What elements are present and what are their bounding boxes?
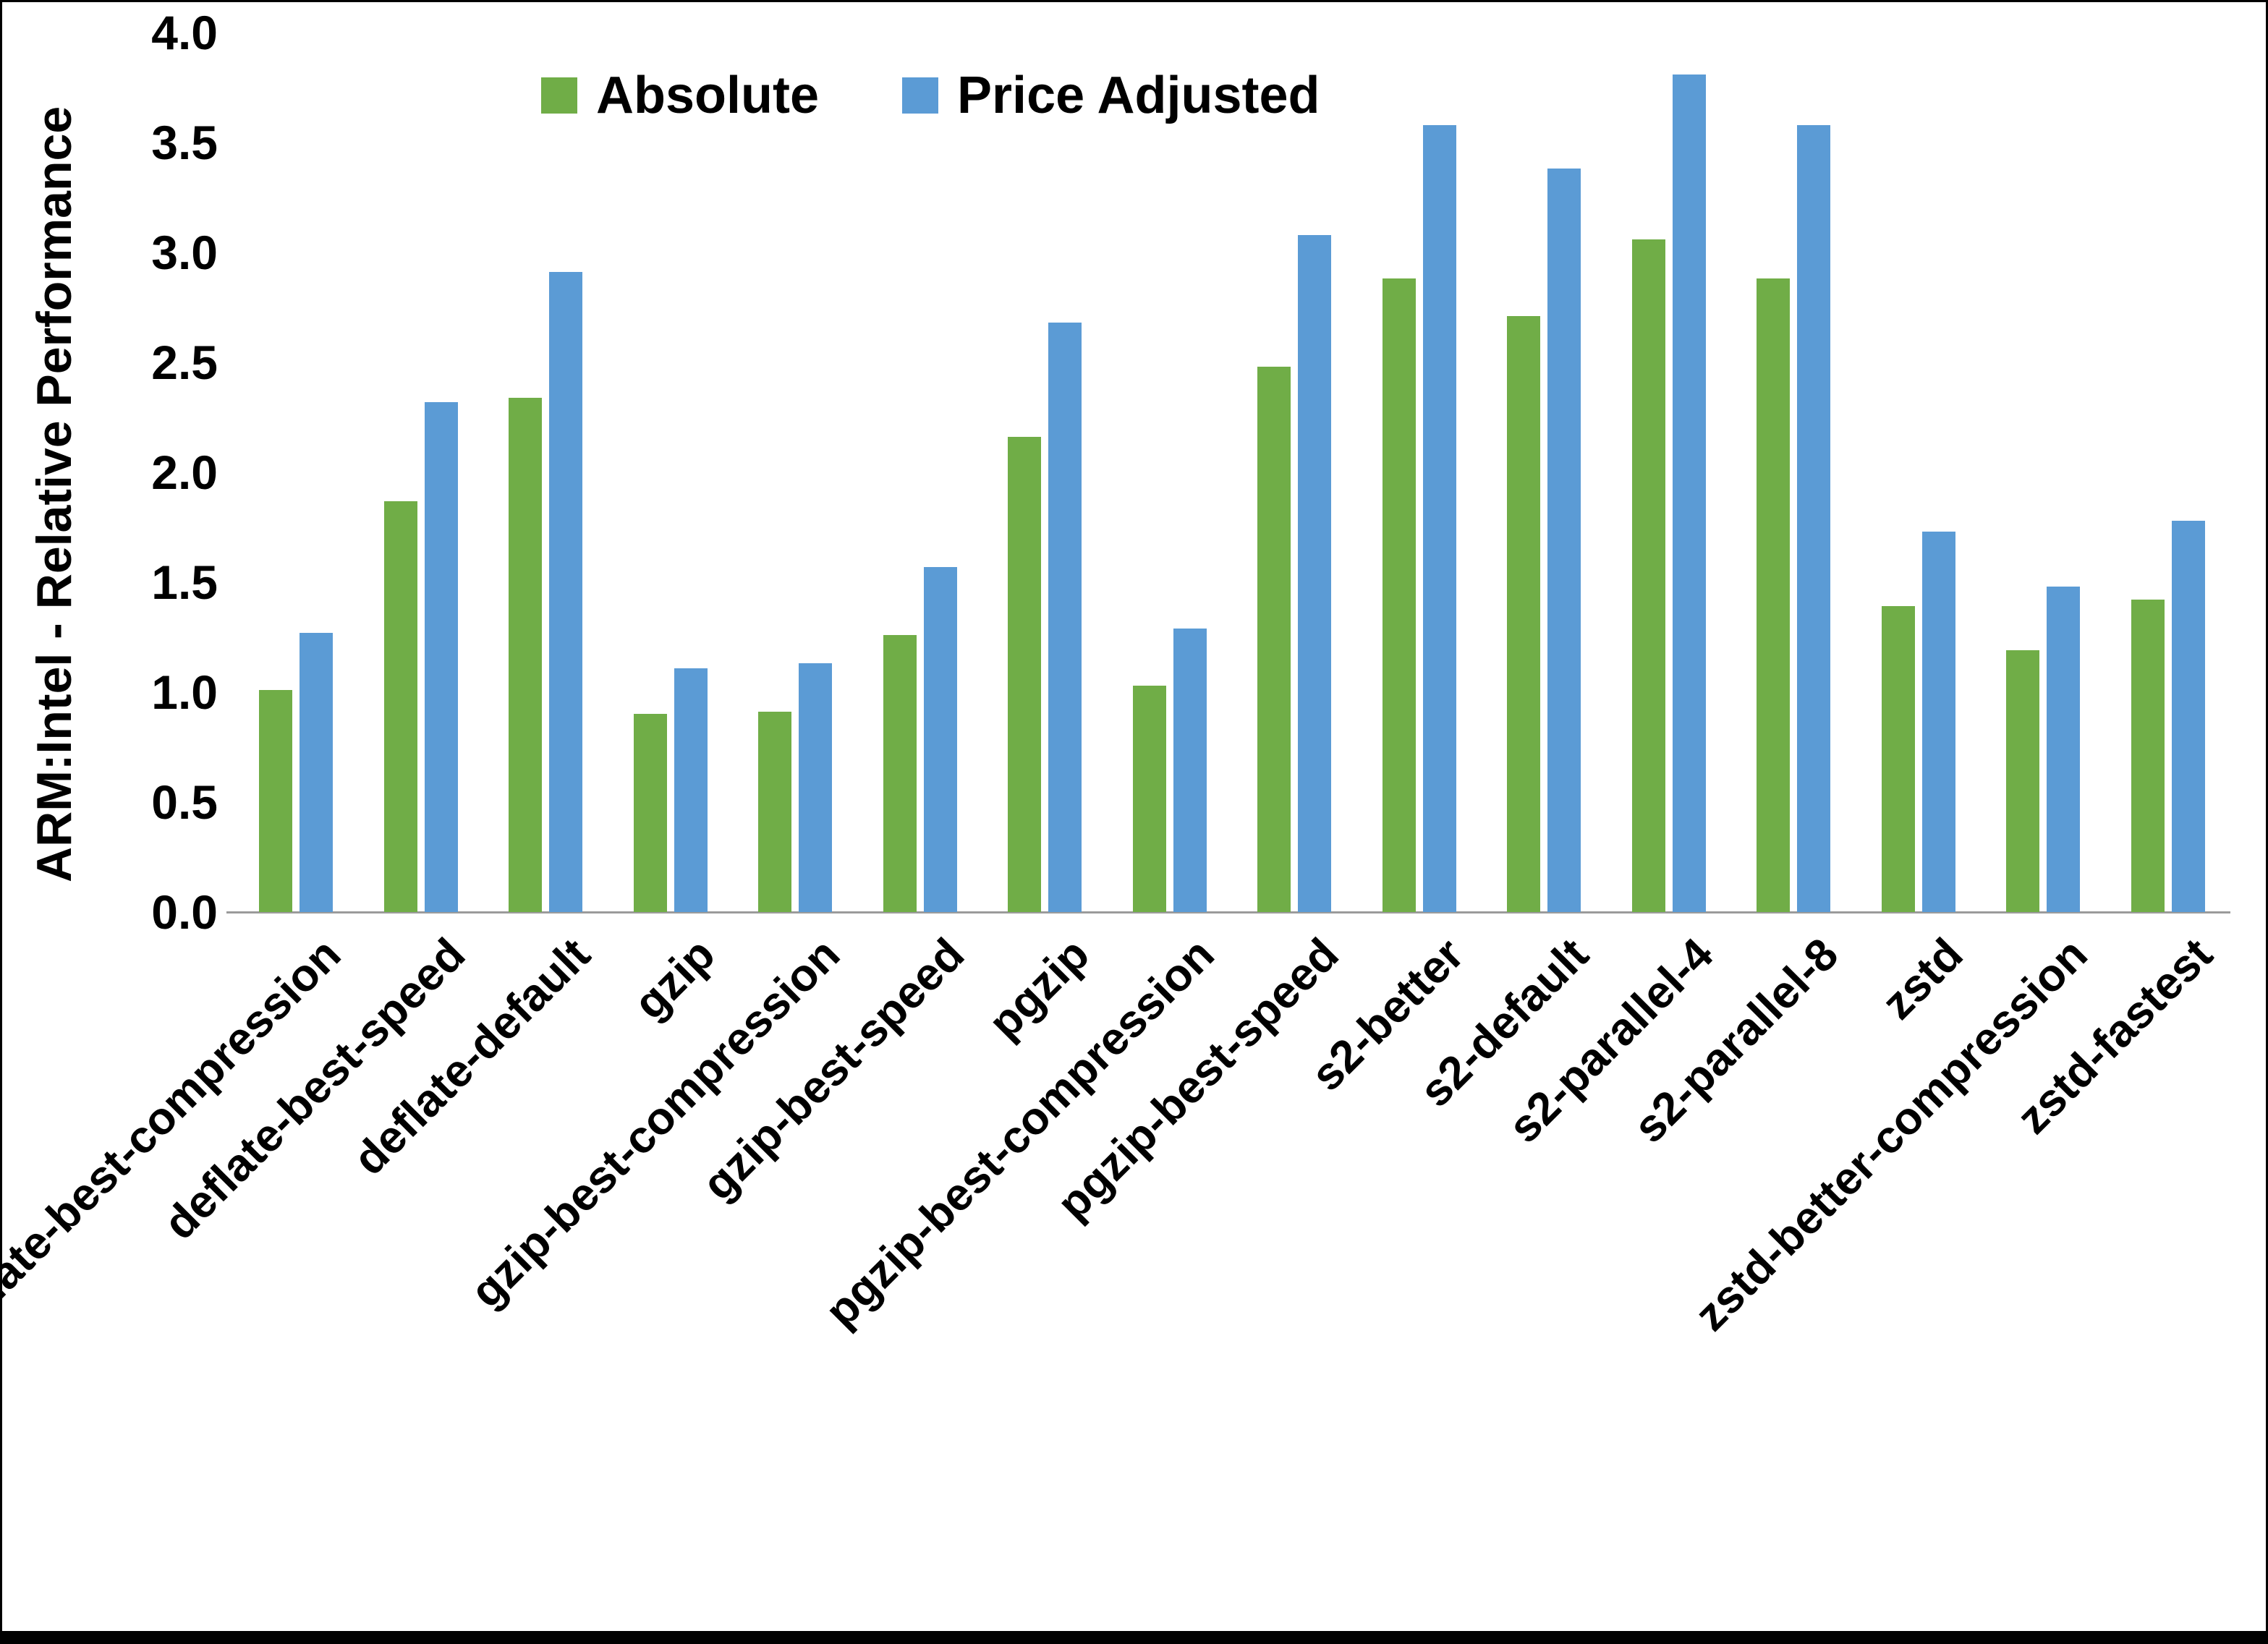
x-axis-label-zstd: zstd	[1872, 929, 1973, 1029]
category-group-s2-better	[1357, 33, 1482, 912]
x-axis-line	[226, 911, 2230, 913]
category-group-zstd-fastest	[2106, 33, 2231, 912]
bar-absolute	[1757, 278, 1791, 912]
bar-absolute	[883, 634, 917, 912]
category-group-s2-default	[1482, 33, 1607, 912]
x-axis-label-gzip-best-speed: gzip-best-speed	[692, 929, 974, 1210]
category-group-gzip-best-compression	[733, 33, 858, 912]
y-tick-label: 0.0	[151, 885, 218, 939]
bar-price-adjusted	[1672, 74, 1706, 912]
y-axis-title: ARM:Intel - Relative Performance	[27, 106, 82, 882]
bar-price-adjusted	[1298, 234, 1332, 912]
legend-item-price-adjusted: Price Adjusted	[902, 66, 1320, 125]
bar-price-adjusted	[923, 566, 957, 912]
y-tick-label: 2.5	[151, 336, 218, 389]
x-axis-label-deflate-best-compression: deflate-best-compression	[0, 929, 350, 1357]
bar-absolute	[633, 714, 667, 912]
bar-price-adjusted	[1048, 323, 1082, 912]
plot-area	[226, 33, 2231, 913]
category-group-gzip-best-speed	[858, 33, 983, 912]
category-group-s2-parallel-8	[1731, 33, 1856, 912]
x-axis-label-zstd-better-compression: zstd-better-compression	[1685, 929, 2097, 1341]
y-tick-label: 3.5	[151, 116, 218, 169]
x-axis-label-deflate-best-speed: deflate-best-speed	[154, 929, 475, 1250]
legend-swatch-absolute	[541, 77, 577, 114]
legend-item-absolute: Absolute	[541, 66, 819, 125]
bar-absolute	[1507, 316, 1541, 912]
bar-absolute	[509, 397, 543, 912]
bar-price-adjusted	[2047, 587, 2081, 912]
bar-price-adjusted	[1173, 628, 1207, 912]
category-group-deflate-best-speed	[359, 33, 484, 912]
x-axis-label-s2-better: s2-better	[1301, 929, 1474, 1101]
x-axis-label-pgzip-best-compression: pgzip-best-compression	[815, 929, 1224, 1337]
bar-absolute	[1631, 239, 1665, 912]
category-group-zstd	[1856, 33, 1982, 912]
x-axis-label-deflate-default: deflate-default	[343, 929, 600, 1185]
legend-label-absolute: Absolute	[596, 67, 820, 124]
bar-absolute	[2006, 650, 2040, 912]
legend: Absolute Price Adjusted	[541, 66, 1320, 125]
bar-price-adjusted	[549, 272, 583, 912]
category-group-pgzip-best-compression	[1108, 33, 1233, 912]
x-axis-label-pgzip-best-speed: pgzip-best-speed	[1048, 929, 1349, 1230]
legend-label-price-adjusted: Price Adjusted	[957, 67, 1320, 124]
x-axis-label-s2-parallel-8: s2-parallel-8	[1623, 929, 1848, 1153]
x-axis-label-zstd-fastest: zstd-fastest	[2007, 929, 2222, 1144]
bar-price-adjusted	[799, 663, 833, 912]
category-group-gzip	[608, 33, 734, 912]
bar-price-adjusted	[1797, 124, 1831, 912]
y-tick-label: 3.0	[151, 226, 218, 279]
bar-absolute	[1132, 685, 1166, 912]
category-group-deflate-best-compression	[234, 33, 359, 912]
y-tick-label: 4.0	[151, 6, 218, 59]
bar-price-adjusted	[674, 668, 708, 912]
bar-absolute	[1257, 367, 1291, 912]
bar-absolute	[259, 689, 293, 912]
category-group-deflate-default	[483, 33, 608, 912]
bar-absolute	[1881, 606, 1915, 912]
y-tick-label: 2.0	[151, 446, 218, 499]
bar-absolute	[2131, 600, 2165, 912]
x-axis-label-gzip-best-compression: gzip-best-compression	[460, 929, 849, 1318]
bottom-border-bar	[2, 1631, 2266, 1642]
bar-price-adjusted	[1547, 169, 1581, 912]
x-axis-label-s2-default: s2-default	[1410, 929, 1598, 1117]
bar-price-adjusted	[300, 632, 334, 912]
category-group-zstd-better-compression	[1981, 33, 2106, 912]
category-group-pgzip-best-speed	[1232, 33, 1357, 912]
bar-price-adjusted	[424, 401, 458, 912]
y-tick-label: 1.5	[151, 555, 218, 609]
bar-absolute	[758, 712, 792, 912]
bar-price-adjusted	[1921, 532, 1955, 912]
bar-absolute	[383, 501, 417, 912]
category-group-s2-parallel-4	[1607, 33, 1732, 912]
y-tick-label: 1.0	[151, 665, 218, 719]
legend-swatch-price-adjusted	[902, 77, 939, 114]
x-axis-label-pgzip: pgzip	[979, 929, 1099, 1049]
x-axis-label-s2-parallel-4: s2-parallel-4	[1498, 929, 1723, 1153]
bar-price-adjusted	[1422, 124, 1456, 912]
bar-absolute	[1382, 278, 1416, 912]
x-axis-label-gzip: gzip	[624, 929, 725, 1029]
bar-price-adjusted	[2171, 520, 2205, 912]
category-group-pgzip	[982, 33, 1108, 912]
bar-absolute	[1008, 437, 1042, 912]
y-tick-label: 0.5	[151, 775, 218, 829]
